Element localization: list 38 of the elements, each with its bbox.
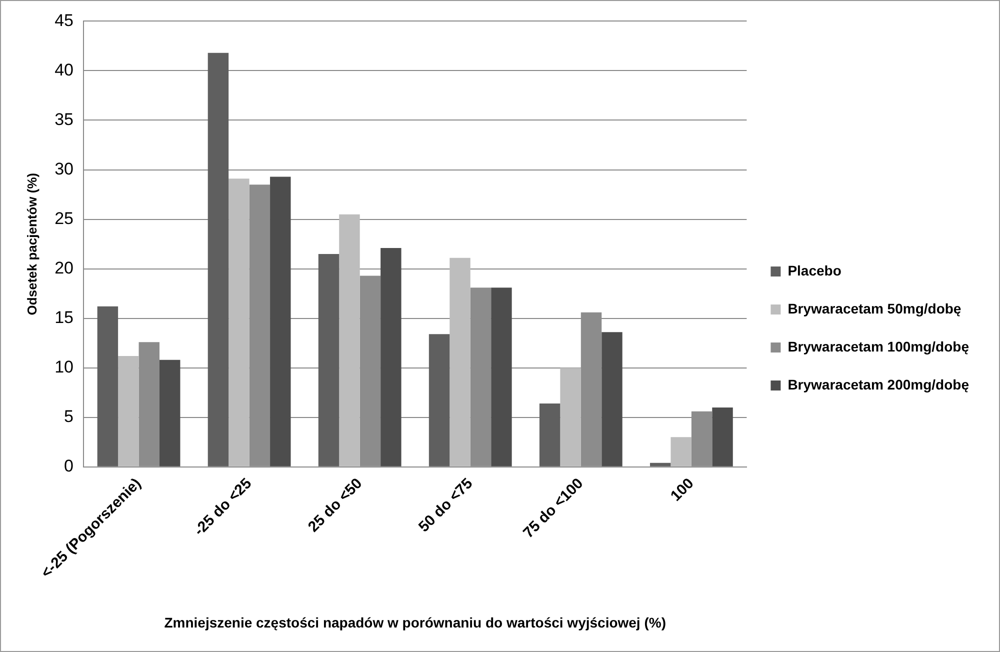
bar bbox=[228, 178, 250, 466]
y-tick-label: 45 bbox=[54, 10, 74, 30]
y-tick-label: 25 bbox=[54, 208, 74, 228]
bar bbox=[270, 176, 291, 466]
bar bbox=[450, 258, 470, 466]
y-tick-label: 0 bbox=[64, 456, 74, 476]
bar bbox=[208, 52, 229, 466]
bar bbox=[712, 407, 733, 466]
y-tick-label: 20 bbox=[54, 258, 74, 278]
bar bbox=[380, 248, 402, 466]
y-tick-label: 30 bbox=[54, 159, 74, 178]
y-axis-title: Odsetek pacjentów (%) bbox=[24, 172, 40, 316]
bar bbox=[539, 403, 560, 466]
bar bbox=[602, 332, 622, 466]
x-axis-title: Zmniejszenie częstości napadów w porównaniu do wartości wyjściowej (%) bbox=[164, 614, 666, 630]
bar bbox=[650, 462, 671, 466]
y-tick-label: 40 bbox=[54, 60, 74, 80]
bar bbox=[339, 214, 360, 466]
bar bbox=[670, 437, 692, 466]
x-tick-label: 100 bbox=[667, 474, 698, 505]
legend-label: Placebo bbox=[788, 262, 842, 278]
x-tick-label: -25 do <25 bbox=[190, 474, 256, 540]
legend-label: Brywaracetam 200mg/dobę bbox=[788, 376, 970, 392]
bar bbox=[560, 368, 581, 466]
bar bbox=[491, 288, 512, 466]
bar bbox=[160, 360, 180, 466]
y-tick-label: 5 bbox=[64, 407, 74, 426]
bar bbox=[97, 306, 118, 466]
x-tick-label: 50 do <75 bbox=[415, 474, 476, 536]
bar bbox=[318, 254, 340, 466]
legend-label: Brywaracetam 50mg/dobę bbox=[788, 300, 962, 316]
y-tick-label: 35 bbox=[54, 110, 74, 129]
bar bbox=[428, 334, 450, 466]
y-tick-label: 15 bbox=[54, 308, 74, 327]
y-tick-label: 10 bbox=[54, 358, 74, 377]
bar bbox=[118, 356, 139, 466]
x-tick-label: 25 do <50 bbox=[304, 474, 366, 536]
legend-label: Brywaracetam 100mg/dobę bbox=[788, 338, 970, 354]
